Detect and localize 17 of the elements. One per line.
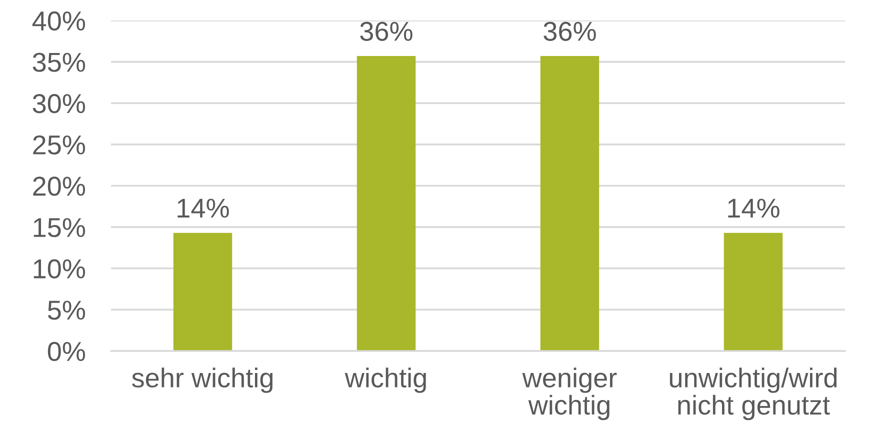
y-tick-label: 20% [33, 176, 86, 196]
y-tick-label: 30% [32, 94, 86, 114]
data-label: 36% [544, 22, 596, 41]
data-label: 14% [178, 198, 229, 218]
y-tick-label: 10% [34, 259, 86, 278]
x-tick-label: sehr wichtig [132, 368, 273, 393]
y-tick-label: 0% [48, 342, 86, 362]
y-tick-label: 15% [34, 218, 86, 238]
x-tick-label: unwichtig/wird nicht genutzt [670, 368, 837, 420]
x-tick-label: weniger wichtig [522, 368, 617, 420]
y-tick-label: 40% [32, 11, 86, 31]
y-tick-label: 5% [48, 300, 86, 320]
x-tick-label: wichtig [344, 368, 426, 393]
data-label: 14% [728, 198, 780, 218]
y-tick-label: 25% [33, 135, 86, 155]
y-tick-label: 35% [32, 52, 86, 72]
data-label: 36% [360, 22, 412, 41]
